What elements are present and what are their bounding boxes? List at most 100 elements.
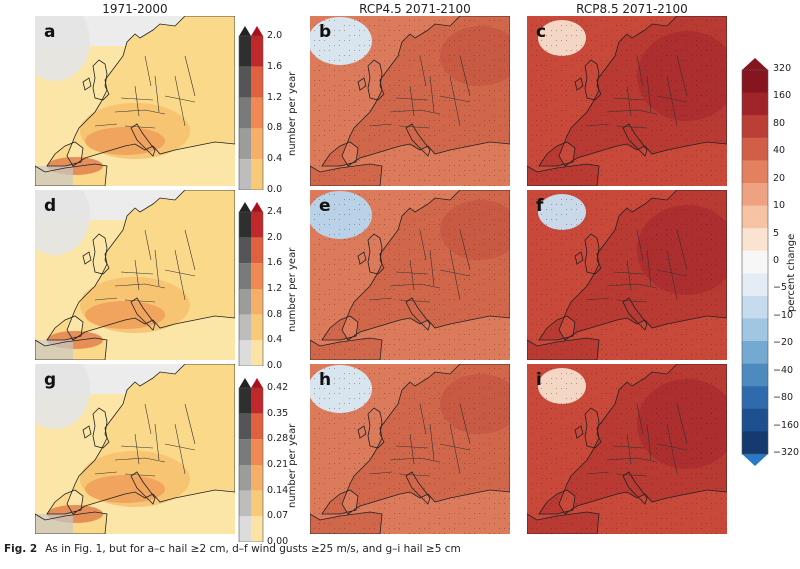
- colorbar-row-3-warm-segment: [251, 490, 263, 517]
- colorbar-percent-change-tick: −40: [773, 364, 794, 376]
- panel-label-a: a: [44, 22, 56, 42]
- colorbar-row-2-unit: number per year: [287, 247, 298, 332]
- colorbar-row-2-warm-segment: [251, 212, 263, 238]
- colorbar-row-3-tick: 0.21: [267, 459, 289, 470]
- colorbar-row-3-warm-segment: [251, 388, 263, 414]
- colorbar-row-1-unit: number per year: [287, 71, 298, 156]
- colorbar-row-2-tick: 1.2: [267, 283, 283, 294]
- colorbar-row-2-grey-segment: [239, 237, 251, 264]
- colorbar-row-2-tick: 0.0: [267, 360, 283, 371]
- colorbar-percent-change-tick: −10: [773, 309, 794, 321]
- colorbar-row-3: [238, 376, 264, 546]
- colorbar-row-1-warm-segment: [251, 128, 263, 160]
- colorbar-percent-change-segment: [742, 137, 768, 161]
- colorbar-row-2-tick: 2.0: [267, 231, 283, 243]
- colorbar-row-1-warm-segment: [251, 97, 263, 129]
- colorbar-row-3-tick: 0.14: [267, 484, 289, 496]
- colorbar-row-2-tick: 0.8: [267, 308, 283, 320]
- colorbar-row-1-tick: 0.8: [267, 122, 283, 134]
- colorbar-row-1-tick: 2.0: [267, 30, 283, 41]
- panel-label-d: d: [44, 196, 57, 216]
- colorbar-row-1-warm-segment: [251, 36, 263, 67]
- colorbar-row-2-grey-segment: [239, 340, 251, 366]
- colorbar-percent-change-tick: −80: [773, 392, 794, 404]
- colorbar-row-3-tick: 0.28: [267, 433, 289, 445]
- colorbar-row-3-grey-segment: [239, 516, 251, 542]
- colorbar-row-1-grey-segment: [239, 97, 251, 129]
- colorbar-row-2-tick: 1.6: [267, 257, 283, 269]
- map-panel-c: c: [527, 16, 727, 186]
- colorbar-percent-change-tick: 160: [773, 90, 792, 102]
- colorbar-row-1-tick: 1.6: [267, 60, 283, 72]
- colorbar-percent-change-segment: [742, 318, 768, 342]
- colorbar-row-2-warm-segment: [251, 314, 263, 341]
- colorbar-percent-change-tick: −20: [773, 337, 794, 349]
- map-panel-e: e: [310, 190, 510, 360]
- map-panel-f: f: [527, 190, 727, 360]
- column-title-historical: 1971-2000: [102, 2, 168, 16]
- colorbar-row-1-tick: 1.2: [267, 91, 283, 103]
- colorbar-percent-change-tick: −5: [773, 282, 788, 294]
- colorbar-row-2-grey-segment: [239, 212, 251, 238]
- caption-label: Fig. 2: [4, 543, 38, 555]
- map-graphic: [527, 190, 727, 360]
- colorbar-row-1-warm-segment: [251, 159, 263, 190]
- colorbar-row-2-warm-segment: [251, 237, 263, 264]
- colorbar-row-1-grey-segment: [239, 128, 251, 160]
- panel-label-f: f: [536, 196, 544, 216]
- colorbar-percent-change-segment: [742, 182, 768, 207]
- colorbar-row-2-grey-segment: [239, 263, 251, 289]
- figure-caption: Fig. 2 As in Fig. 1, but for a–c hail ≥2 …: [4, 543, 461, 555]
- colorbar-row-1-tick: 0.0: [267, 184, 283, 195]
- colorbar-percent-change-segment: [742, 363, 768, 387]
- colorbar-percent-change-segment: [742, 205, 768, 229]
- colorbar-row-3-unit: number per year: [287, 423, 298, 508]
- colorbar-row-1-tick: 0.4: [267, 153, 283, 165]
- colorbar-row-2-tick: 2.4: [267, 206, 283, 217]
- panel-label-e: e: [319, 196, 331, 216]
- colorbar-percent-change-tick: 5: [773, 227, 780, 239]
- colorbar-row-3-warm-segment: [251, 516, 263, 542]
- colorbar-row-2-warm-segment: [251, 340, 263, 366]
- colorbar-percent-change-segment: [742, 92, 768, 116]
- colorbar-percent-change-tick: 0: [773, 255, 780, 266]
- colorbar-row-1-warm-segment: [251, 66, 263, 98]
- colorbar-percent-change-tick: 10: [773, 200, 786, 212]
- colorbar-row-1-grey-segment: [239, 159, 251, 190]
- panel-label-h: h: [319, 370, 332, 390]
- panel-label-b: b: [319, 22, 332, 42]
- caption-text: As in Fig. 1, but for a–c hail ≥2 cm, d–…: [45, 543, 461, 555]
- map-graphic: [310, 190, 510, 360]
- map-panel-h: h: [310, 364, 510, 534]
- colorbar-row-2: [238, 200, 264, 370]
- colorbar-row-2-warm-segment: [251, 263, 263, 289]
- colorbar-row-3-warm-segment: [251, 439, 263, 465]
- colorbar-row-3-grey-segment: [239, 465, 251, 491]
- colorbar-percent-change-tick: 40: [773, 145, 786, 157]
- colorbar-percent-change-segment: [742, 70, 768, 94]
- colorbar-percent-change-segment: [742, 431, 768, 455]
- column-title-rcp85: RCP8.5 2071-2100: [576, 2, 688, 16]
- colorbar-percent-change-tick: −320: [773, 447, 800, 458]
- colorbar-percent-change: [741, 58, 769, 472]
- colorbar-row-1-grey-segment: [239, 66, 251, 98]
- colorbar-percent-change-tick: 20: [773, 172, 786, 184]
- colorbar-percent-change-segment: [742, 250, 768, 274]
- colorbar-row-3-tick: 0.42: [267, 382, 289, 393]
- colorbar-row-3-warm-segment: [251, 413, 263, 440]
- colorbar-row-2-tick: 0.4: [267, 334, 283, 346]
- colorbar-row-3-grey-segment: [239, 490, 251, 517]
- colorbar-row-3-warm-segment: [251, 465, 263, 491]
- colorbar-percent-change-segment: [742, 115, 768, 139]
- colorbar-row-3-grey-segment: [239, 413, 251, 440]
- colorbar-percent-change-tick: −160: [773, 419, 800, 431]
- colorbar-percent-change-segment: [742, 228, 768, 252]
- map-panel-g: g: [35, 364, 235, 534]
- colorbar-row-3-grey-segment: [239, 439, 251, 465]
- colorbar-row-3-grey-segment: [239, 388, 251, 414]
- colorbar-percent-change-segment: [742, 341, 768, 365]
- map-panel-d: d: [35, 190, 235, 360]
- map-panel-a: a: [35, 16, 235, 186]
- colorbar-percent-change-segment: [742, 273, 768, 297]
- colorbar-percent-change-segment: [742, 295, 768, 319]
